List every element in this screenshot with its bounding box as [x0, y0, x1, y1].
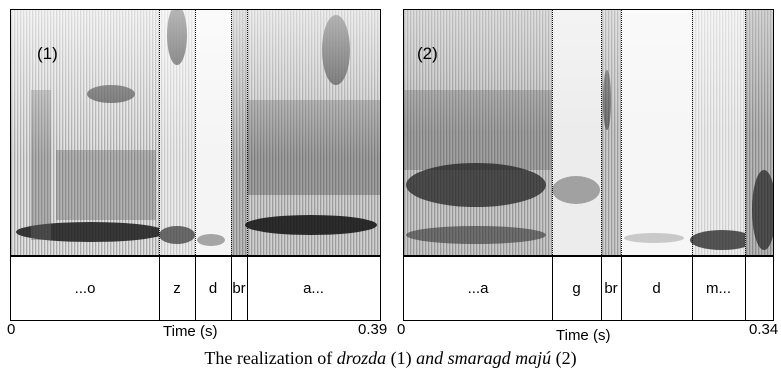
time-axis-start-2: 0: [397, 321, 406, 338]
boundary-dotted: [195, 10, 196, 255]
segment-boundary: [552, 257, 553, 320]
segment: br: [604, 280, 618, 297]
boundary-dotted: [745, 10, 746, 255]
caption-word-2: and smaragd majú: [416, 348, 552, 368]
segment: m...: [706, 280, 731, 297]
segment: br: [232, 280, 246, 297]
segment-boundary: [159, 257, 160, 320]
segment: g: [572, 280, 581, 297]
segment-boundary: [621, 257, 622, 320]
boundary-dotted: [247, 10, 248, 255]
spectrogram-2-image: [404, 10, 773, 255]
time-axis-label-1: Time (s): [163, 323, 218, 340]
caption-prefix: The realization of: [204, 348, 337, 368]
segment-boundary: [195, 257, 196, 320]
segment-boundary: [601, 257, 602, 320]
segment-tier-1: ...o z d br a...: [10, 256, 381, 321]
segment-boundary: [692, 257, 693, 320]
boundary-dotted: [601, 10, 602, 255]
boundary-dotted: [552, 10, 553, 255]
spectrogram-panel-1: (1) ...o z d br a...: [10, 9, 381, 321]
segment: z: [173, 280, 181, 297]
caption-number-1: (1): [386, 348, 417, 368]
figure-caption: The realization of drozda (1) and smarag…: [0, 348, 781, 369]
segment: d: [208, 280, 218, 297]
boundary-dotted: [231, 10, 232, 255]
spectrogram-1: (1): [10, 9, 381, 256]
time-axis-start-1: 0: [7, 321, 16, 338]
time-axis-label-2: Time (s): [556, 327, 611, 344]
caption-number-2: (2): [551, 348, 577, 368]
spectrogram-panel-2: (2) ...a g br d m...: [403, 9, 774, 321]
boundary-dotted: [692, 10, 693, 255]
segment: a...: [303, 280, 324, 297]
boundary-dotted: [159, 10, 160, 255]
segment: ...a: [467, 280, 489, 297]
time-axis-end-1: 0.39: [358, 321, 388, 338]
segment-tier-2: ...a g br d m...: [403, 256, 774, 321]
panel-label: (1): [37, 44, 58, 63]
spectrogram-2: (2): [403, 9, 774, 256]
panel-label: (2): [417, 44, 438, 63]
caption-word-1: drozda: [336, 348, 387, 368]
boundary-dotted: [621, 10, 622, 255]
time-axis-end-2: 0.34: [749, 321, 779, 338]
segment-boundary: [231, 257, 232, 320]
segment-boundary: [247, 257, 248, 320]
segment: d: [652, 280, 661, 297]
segment-boundary: [745, 257, 746, 320]
segment: ...o: [74, 280, 96, 297]
